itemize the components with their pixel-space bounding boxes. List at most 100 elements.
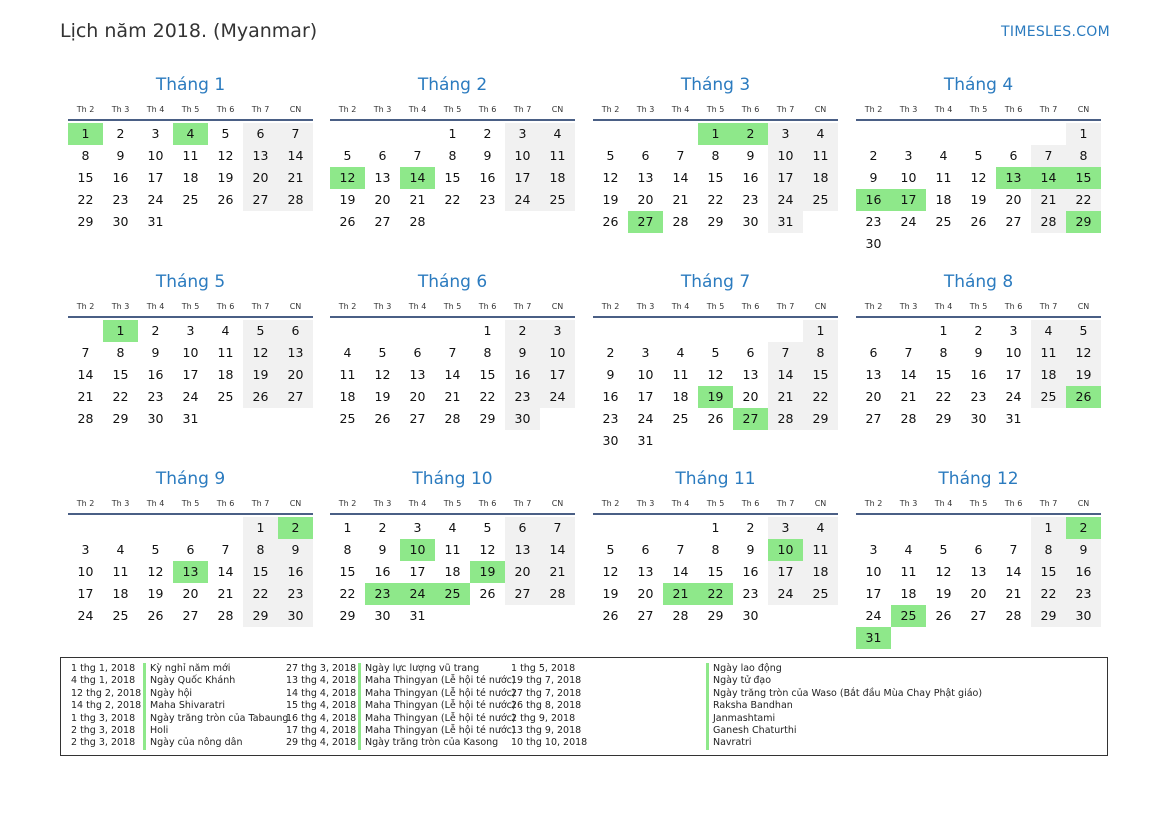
day-cell[interactable]: 2 (116, 126, 125, 141)
day-cell[interactable]: 26 (602, 608, 619, 623)
day-cell[interactable]: 20 (243, 167, 278, 189)
day-cell[interactable]: 23 (278, 583, 313, 605)
day-cell[interactable]: 31 (147, 214, 164, 229)
day-cell[interactable]: 29 (479, 411, 496, 426)
day-cell[interactable]: 9 (746, 148, 755, 163)
day-cell[interactable]: 16 (147, 367, 164, 382)
day-cell[interactable]: 20 (865, 389, 882, 404)
day-cell[interactable]: 5 (939, 542, 948, 557)
day-cell[interactable]: 29 (1031, 605, 1066, 627)
day-cell[interactable]: 27 (637, 608, 654, 623)
day-cell[interactable]: 11 (900, 564, 917, 579)
day-cell[interactable]: 18 (112, 586, 129, 601)
day-cell[interactable]: 26 (935, 608, 952, 623)
holiday-day-cell[interactable]: 10 (768, 539, 803, 561)
day-cell[interactable]: 10 (637, 367, 654, 382)
day-cell[interactable]: 20 (970, 586, 987, 601)
day-cell[interactable]: 23 (970, 389, 987, 404)
day-cell[interactable]: 5 (221, 126, 230, 141)
day-cell[interactable]: 13 (243, 145, 278, 167)
day-cell[interactable]: 15 (77, 170, 94, 185)
day-cell[interactable]: 3 (413, 520, 422, 535)
day-cell[interactable]: 23 (112, 192, 129, 207)
day-cell[interactable]: 16 (479, 170, 496, 185)
day-cell[interactable]: 7 (221, 542, 230, 557)
day-cell[interactable]: 17 (505, 167, 540, 189)
holiday-day-cell[interactable]: 1 (68, 123, 103, 145)
day-cell[interactable]: 6 (243, 123, 278, 145)
day-cell[interactable]: 8 (803, 342, 838, 364)
holiday-day-cell[interactable]: 17 (891, 189, 926, 211)
day-cell[interactable]: 6 (641, 148, 650, 163)
holiday-day-cell[interactable]: 2 (278, 517, 313, 539)
day-cell[interactable]: 27 (865, 411, 882, 426)
day-cell[interactable]: 18 (672, 389, 689, 404)
day-cell[interactable]: 6 (974, 542, 983, 557)
day-cell[interactable]: 13 (505, 539, 540, 561)
day-cell[interactable]: 29 (803, 408, 838, 430)
day-cell[interactable]: 23 (742, 192, 759, 207)
day-cell[interactable]: 27 (278, 386, 313, 408)
day-cell[interactable]: 20 (505, 561, 540, 583)
day-cell[interactable]: 13 (865, 367, 882, 382)
day-cell[interactable]: 20 (278, 364, 313, 386)
day-cell[interactable]: 4 (221, 323, 230, 338)
day-cell[interactable]: 10 (865, 564, 882, 579)
holiday-day-cell[interactable]: 16 (856, 189, 891, 211)
day-cell[interactable]: 2 (151, 323, 160, 338)
day-cell[interactable]: 29 (112, 411, 129, 426)
day-cell[interactable]: 28 (278, 189, 313, 211)
day-cell[interactable]: 11 (339, 367, 356, 382)
day-cell[interactable]: 27 (243, 189, 278, 211)
day-cell[interactable]: 4 (1031, 320, 1066, 342)
day-cell[interactable]: 19 (374, 389, 391, 404)
day-cell[interactable]: 24 (768, 583, 803, 605)
day-cell[interactable]: 23 (479, 192, 496, 207)
day-cell[interactable]: 2 (606, 345, 615, 360)
day-cell[interactable]: 1 (343, 520, 352, 535)
day-cell[interactable]: 9 (151, 345, 160, 360)
day-cell[interactable]: 5 (343, 148, 352, 163)
day-cell[interactable]: 22 (444, 192, 461, 207)
day-cell[interactable]: 20 (742, 389, 759, 404)
day-cell[interactable]: 25 (182, 192, 199, 207)
day-cell[interactable]: 22 (803, 386, 838, 408)
day-cell[interactable]: 9 (746, 542, 755, 557)
day-cell[interactable]: 3 (540, 320, 575, 342)
day-cell[interactable]: 28 (672, 608, 689, 623)
day-cell[interactable]: 5 (606, 148, 615, 163)
day-cell[interactable]: 12 (147, 564, 164, 579)
day-cell[interactable]: 10 (77, 564, 94, 579)
day-cell[interactable]: 25 (339, 411, 356, 426)
day-cell[interactable]: 5 (711, 345, 720, 360)
day-cell[interactable]: 30 (865, 236, 882, 251)
day-cell[interactable]: 20 (637, 192, 654, 207)
day-cell[interactable]: 3 (81, 542, 90, 557)
day-cell[interactable]: 27 (374, 214, 391, 229)
day-cell[interactable]: 17 (637, 389, 654, 404)
holiday-day-cell[interactable]: 12 (330, 167, 365, 189)
day-cell[interactable]: 11 (182, 148, 199, 163)
day-cell[interactable]: 23 (602, 411, 619, 426)
day-cell[interactable]: 11 (803, 145, 838, 167)
day-cell[interactable]: 9 (974, 345, 983, 360)
day-cell[interactable]: 17 (768, 561, 803, 583)
day-cell[interactable]: 18 (444, 564, 461, 579)
day-cell[interactable]: 29 (707, 608, 724, 623)
day-cell[interactable]: 25 (672, 411, 689, 426)
day-cell[interactable]: 10 (768, 145, 803, 167)
day-cell[interactable]: 11 (803, 539, 838, 561)
day-cell[interactable]: 31 (182, 411, 199, 426)
day-cell[interactable]: 11 (1031, 342, 1066, 364)
day-cell[interactable]: 7 (676, 542, 685, 557)
day-cell[interactable]: 23 (742, 586, 759, 601)
day-cell[interactable]: 11 (217, 345, 234, 360)
day-cell[interactable]: 29 (243, 605, 278, 627)
day-cell[interactable]: 1 (939, 323, 948, 338)
day-cell[interactable]: 1 (1031, 517, 1066, 539)
day-cell[interactable]: 13 (409, 367, 426, 382)
day-cell[interactable]: 9 (378, 542, 387, 557)
day-cell[interactable]: 13 (742, 367, 759, 382)
day-cell[interactable]: 24 (77, 608, 94, 623)
day-cell[interactable]: 18 (182, 170, 199, 185)
